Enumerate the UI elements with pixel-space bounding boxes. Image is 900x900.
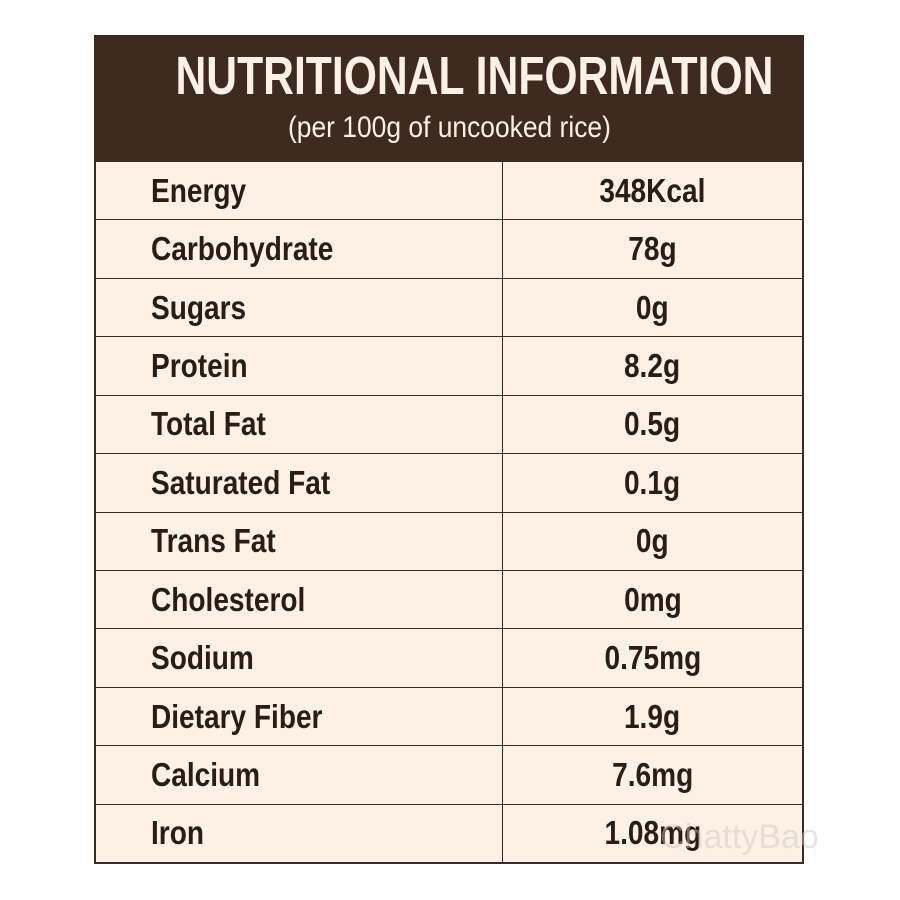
table-row: Dietary Fiber 1.9g	[96, 686, 802, 746]
label-cell: Total Fat	[96, 395, 503, 454]
label-cell: Protein	[96, 337, 503, 395]
nutrient-name: Energy	[151, 171, 247, 209]
value-cell: 0g	[503, 279, 802, 336]
label-cell: Iron	[96, 804, 503, 863]
label-cell: Energy	[96, 162, 503, 220]
nutrient-name: Sodium	[151, 639, 254, 677]
label-cell: Calcium	[96, 746, 503, 804]
label-cell: Sodium	[96, 629, 503, 687]
nutrient-name: Sugars	[151, 288, 247, 326]
label-cell: Sugars	[96, 278, 503, 337]
value-cell: 78g	[503, 220, 802, 277]
table-row: Sodium 0.75mg	[96, 628, 802, 687]
table-row: Calcium 7.6mg	[96, 745, 802, 804]
nutrient-amount: 1.9g	[624, 697, 681, 735]
nutrient-amount: 0.5g	[624, 405, 681, 443]
table-row: Iron 1.08mg	[96, 803, 802, 863]
nutrient-name: Iron	[151, 814, 204, 852]
nutrient-amount: 0g	[636, 522, 669, 560]
nutrient-amount: 348Kcal	[599, 171, 706, 209]
nutrient-name: Total Fat	[151, 405, 266, 443]
nutrient-amount: 0g	[636, 288, 669, 326]
subtitle-box: (per 100g of uncooked rice)	[96, 111, 802, 145]
nutrient-amount: 0mg	[623, 580, 682, 618]
nutrient-amount: 78g	[628, 230, 677, 268]
label-cell: Saturated Fat	[96, 454, 503, 512]
label-cell: Trans Fat	[96, 512, 503, 570]
table-row: Total Fat 0.5g	[96, 394, 802, 454]
table-row: Carbohydrate 78g	[96, 219, 802, 278]
nutrient-amount: 7.6mg	[611, 755, 694, 793]
title-box: NUTRITIONAL INFORMATION	[96, 45, 802, 107]
nutrition-table: Energy 348Kcal Carbohydrate 78g Sugars 0g Prot…	[96, 162, 802, 863]
nutrient-amount: 0.1g	[624, 463, 681, 501]
table-row: Energy 348Kcal	[96, 162, 802, 220]
nutrient-amount: 0.75mg	[604, 639, 701, 677]
header: NUTRITIONAL INFORMATION (per 100g of unc…	[96, 37, 802, 162]
label-cell: Cholesterol	[96, 570, 503, 629]
nutrient-name: Trans Fat	[151, 522, 276, 560]
table-row: Cholesterol 0mg	[96, 569, 802, 629]
table-row: Protein 8.2g	[96, 336, 802, 395]
table-row: Sugars 0g	[96, 277, 802, 337]
value-cell: 7.6mg	[503, 746, 802, 803]
value-cell: 0.5g	[503, 396, 802, 453]
table-row: Saturated Fat 0.1g	[96, 453, 802, 512]
label-cell: Dietary Fiber	[96, 687, 503, 746]
value-cell: 0mg	[503, 571, 802, 628]
value-cell: 0g	[503, 513, 802, 570]
value-cell: 1.9g	[503, 688, 802, 745]
watermark: ChattyBao	[660, 818, 819, 856]
nutrition-card: NUTRITIONAL INFORMATION (per 100g of unc…	[94, 35, 804, 864]
value-cell: 8.2g	[503, 337, 802, 394]
subtitle: (per 100g of uncooked rice)	[287, 111, 611, 144]
table-row: Trans Fat 0g	[96, 511, 802, 570]
nutrient-name: Cholesterol	[151, 580, 306, 618]
nutrient-name: Protein	[151, 346, 248, 384]
nutrient-name: Calcium	[151, 755, 261, 793]
value-cell: 1.08mg	[503, 805, 802, 862]
label-cell: Carbohydrate	[96, 220, 503, 278]
value-cell: 0.75mg	[503, 629, 802, 686]
value-cell: 348Kcal	[503, 162, 802, 219]
nutrient-name: Carbohydrate	[151, 230, 334, 268]
nutrient-amount: 1.08mg	[604, 814, 701, 852]
value-cell: 0.1g	[503, 454, 802, 511]
nutrient-name: Saturated Fat	[151, 463, 331, 501]
nutrient-name: Dietary Fiber	[151, 697, 323, 735]
nutrient-amount: 8.2g	[624, 346, 681, 384]
title: NUTRITIONAL INFORMATION	[175, 46, 774, 106]
